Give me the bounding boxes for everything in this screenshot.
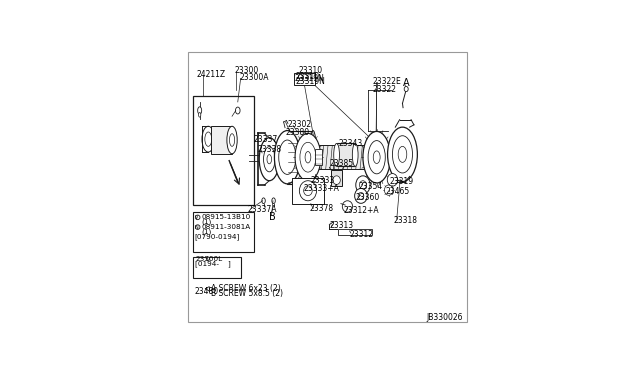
Text: 23333: 23333 [311,176,335,185]
Text: 23378: 23378 [309,204,333,213]
Ellipse shape [312,145,319,169]
Bar [294,73,315,85]
Bar [316,145,379,169]
Bar [292,178,324,203]
Text: 24211Z: 24211Z [196,70,225,79]
Ellipse shape [272,198,275,203]
Ellipse shape [387,173,397,186]
Text: 23337: 23337 [253,135,278,144]
Ellipse shape [227,126,237,154]
Text: 23360: 23360 [355,193,380,202]
Ellipse shape [363,131,390,183]
Ellipse shape [262,198,265,203]
Bar [211,126,232,154]
Text: [0790-0194]: [0790-0194] [195,233,240,240]
Ellipse shape [310,131,317,184]
Ellipse shape [360,181,366,189]
Ellipse shape [404,86,408,92]
Ellipse shape [279,140,296,174]
Text: B: B [269,212,276,221]
Text: 23300: 23300 [235,67,259,76]
Text: 23333+A: 23333+A [303,184,340,193]
Text: 23380: 23380 [285,128,309,137]
Text: [0194-    ]: [0194- ] [195,260,231,267]
Ellipse shape [353,144,358,166]
Text: 23338: 23338 [258,145,282,154]
Ellipse shape [207,257,209,261]
Text: 23465: 23465 [385,187,410,196]
Ellipse shape [356,176,370,194]
Ellipse shape [198,107,202,114]
Ellipse shape [373,151,380,164]
Text: (1): (1) [202,228,212,235]
Bar [331,170,342,186]
Ellipse shape [300,142,316,172]
Text: 23322: 23322 [372,84,396,93]
Bar [193,212,253,252]
Ellipse shape [300,181,317,201]
Text: (1): (1) [202,218,212,225]
Text: 23300A: 23300A [239,73,269,82]
Text: 23310: 23310 [296,72,320,81]
Text: A SCREW 6x23 (2): A SCREW 6x23 (2) [211,284,280,293]
Ellipse shape [259,138,279,181]
Ellipse shape [398,146,407,162]
Bar [287,131,313,183]
Text: N: N [195,225,198,230]
Text: 23337A: 23337A [248,205,277,214]
Ellipse shape [368,141,385,174]
Text: 23300L: 23300L [195,256,222,262]
Bar [338,229,372,235]
Text: 23343: 23343 [338,139,362,148]
Text: 23312+A: 23312+A [344,206,380,215]
Bar [337,144,355,166]
Bar [193,96,253,205]
Ellipse shape [275,131,300,184]
Text: 23322E: 23322E [372,77,401,86]
Ellipse shape [230,134,235,146]
Text: V: V [195,215,198,220]
Text: 23319N: 23319N [294,74,324,83]
Bar [193,257,241,278]
Text: 23313: 23313 [330,221,353,230]
Ellipse shape [264,147,275,172]
Bar [315,150,323,165]
Ellipse shape [333,176,340,185]
Ellipse shape [388,127,417,182]
Text: JB330026: JB330026 [427,313,463,322]
Text: 08915-13B10: 08915-13B10 [202,214,251,220]
Ellipse shape [376,145,383,169]
Ellipse shape [303,186,312,196]
Text: 23302: 23302 [288,121,312,129]
Ellipse shape [333,144,339,166]
Ellipse shape [358,192,364,199]
Text: 23318: 23318 [394,216,418,225]
Ellipse shape [202,126,214,152]
Ellipse shape [392,136,413,173]
Text: 23310: 23310 [299,67,323,76]
Ellipse shape [198,112,201,117]
Text: 08911-3081A: 08911-3081A [202,224,251,230]
Text: 23312: 23312 [349,230,374,239]
Ellipse shape [205,132,212,146]
Ellipse shape [295,134,321,181]
Ellipse shape [355,189,367,203]
Ellipse shape [385,185,393,195]
Text: 23319N: 23319N [295,77,325,86]
Ellipse shape [267,155,271,164]
Text: A: A [403,78,409,88]
Text: 23480: 23480 [195,287,219,296]
Ellipse shape [342,201,353,212]
Text: 23385: 23385 [330,159,353,168]
Ellipse shape [305,151,311,163]
Text: 23354: 23354 [358,182,382,191]
Text: B SCREW 5x8.5 (2): B SCREW 5x8.5 (2) [211,289,282,298]
Text: 23319: 23319 [390,177,413,186]
Ellipse shape [236,107,240,114]
